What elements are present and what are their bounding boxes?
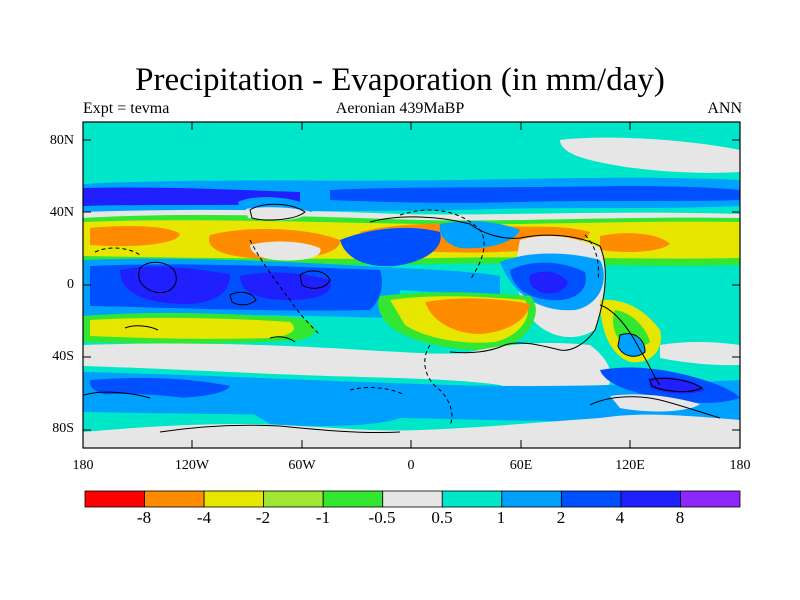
colorbar-swatch <box>560 490 622 508</box>
colorbar-label: 0.5 <box>431 508 453 527</box>
dashed-outlines <box>94 209 599 426</box>
experiment-label: Expt = tevma <box>83 100 170 117</box>
colorbar-swatch <box>203 490 265 508</box>
colorbar-label: -1 <box>315 508 331 527</box>
colorbar-swatch <box>620 490 681 508</box>
x-tick-label: 60W <box>288 458 316 473</box>
colorbar-swatch <box>680 490 741 508</box>
coastlines <box>83 203 721 434</box>
x-tick-label: 60E <box>509 458 533 473</box>
pe-field <box>83 122 740 448</box>
colorbar-label: 4 <box>615 508 625 527</box>
x-tick-label: 120E <box>615 458 645 473</box>
colorbar-swatch <box>382 490 443 508</box>
map-title: Precipitation - Evaporation (in mm/day) <box>135 62 665 98</box>
colorbar-swatch <box>441 490 503 508</box>
y-tick-label: 80N <box>49 133 74 148</box>
x-tick-label: 180 <box>729 458 751 473</box>
colorbar-label: 8 <box>675 508 685 527</box>
colorbar-swatch <box>501 490 562 508</box>
y-tick-label: 0 <box>67 277 74 292</box>
x-tick-label: 0 <box>407 458 415 473</box>
colorbar-label: -8 <box>136 508 152 527</box>
x-tick-label: 180 <box>72 458 94 473</box>
colorbar-label: -0.5 <box>368 508 396 527</box>
period-label: Aeronian 439MaBP <box>335 100 465 117</box>
colorbar-label: -4 <box>196 508 212 527</box>
x-tick-label: 120W <box>174 458 210 473</box>
y-tick-label: 80S <box>52 421 74 436</box>
colorbar-swatch <box>144 490 205 508</box>
axis-ticks <box>83 122 740 448</box>
y-tick-label: 40S <box>52 349 74 364</box>
colorbar-label: 2 <box>556 508 566 527</box>
y-tick-label: 40N <box>49 205 74 220</box>
colorbar-swatch <box>84 490 145 508</box>
colorbar-label: 1 <box>496 508 506 527</box>
season-label: ANN <box>707 100 742 117</box>
colorbar-label: -2 <box>255 508 271 527</box>
colorbar-swatch <box>263 490 324 508</box>
colorbar <box>84 490 741 508</box>
colorbar-swatch <box>322 490 384 508</box>
